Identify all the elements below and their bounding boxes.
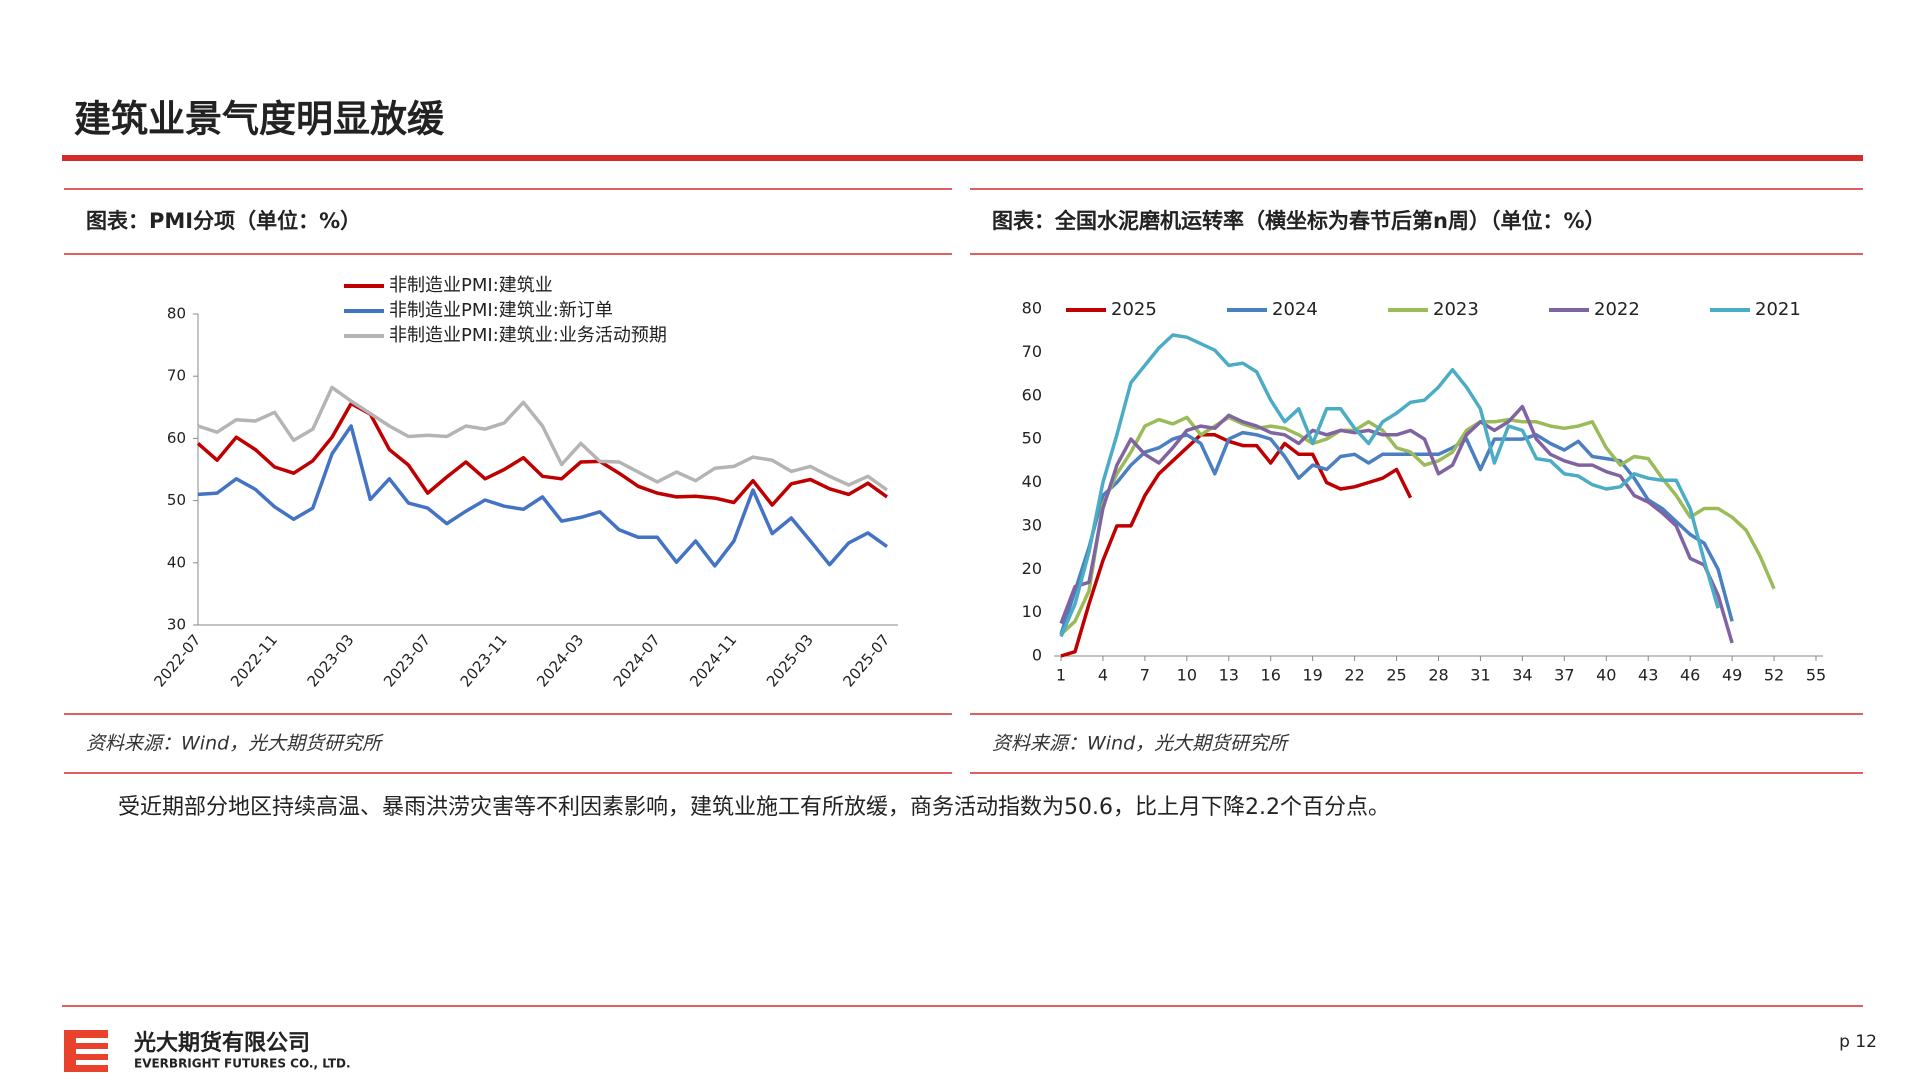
x-tick-label: 1 bbox=[1056, 666, 1066, 685]
x-tick-label: 2022-07 bbox=[150, 631, 204, 691]
x-tick-label: 2023-07 bbox=[380, 631, 434, 691]
x-tick-label: 46 bbox=[1680, 666, 1700, 685]
panel-title: 图表：全国水泥磨机运转率（横坐标为春节后第n周）（单位：%） bbox=[992, 209, 1606, 233]
series-line bbox=[1060, 433, 1413, 658]
source-note: 资料来源：Wind，光大期货研究所 bbox=[86, 733, 384, 755]
legend-label: 非制造业PMI:建筑业:新订单 bbox=[389, 300, 613, 321]
x-tick-label: 43 bbox=[1638, 666, 1658, 685]
x-tick-label: 28 bbox=[1428, 666, 1448, 685]
series-line bbox=[1059, 404, 1734, 644]
x-tick-label: 13 bbox=[1219, 666, 1239, 685]
panel-rules bbox=[62, 188, 1863, 1007]
panel-title: 图表：PMI分项（单位：%） bbox=[86, 209, 361, 233]
y-tick-label: 70 bbox=[167, 367, 186, 385]
legend-label: 2021 bbox=[1755, 299, 1801, 320]
y-tick-label: 30 bbox=[1022, 515, 1042, 534]
x-tick-label: 2025-07 bbox=[839, 631, 893, 691]
series-line bbox=[1059, 415, 1776, 636]
x-tick-label: 2022-11 bbox=[227, 631, 281, 691]
x-tick-label: 19 bbox=[1302, 666, 1322, 685]
x-tick-label: 55 bbox=[1806, 666, 1826, 685]
body-text: 受近期部分地区持续高温、暴雨洪涝灾害等不利因素影响，建筑业施工有所放缓，商务活动… bbox=[118, 795, 1390, 820]
logo-icon bbox=[64, 1030, 108, 1072]
y-tick-label: 60 bbox=[1022, 385, 1042, 404]
y-tick-label: 40 bbox=[1022, 472, 1042, 491]
y-tick-label: 20 bbox=[1022, 559, 1042, 578]
legend-label: 非制造业PMI:建筑业:业务活动预期 bbox=[389, 325, 667, 346]
x-tick-label: 40 bbox=[1596, 666, 1616, 685]
page-title: 建筑业景气度明显放缓 bbox=[74, 98, 445, 141]
legend-label: 2022 bbox=[1594, 299, 1640, 320]
y-tick-label: 50 bbox=[167, 491, 186, 509]
page-number: p 12 bbox=[1839, 1032, 1877, 1052]
x-tick-label: 2023-03 bbox=[304, 631, 358, 691]
x-tick-label: 22 bbox=[1344, 666, 1364, 685]
legend-label: 非制造业PMI:建筑业 bbox=[389, 275, 553, 296]
x-tick-label: 52 bbox=[1764, 666, 1784, 685]
x-tick-label: 2024-03 bbox=[533, 631, 587, 691]
x-tick-label: 2023-11 bbox=[457, 631, 511, 691]
y-tick-label: 40 bbox=[167, 553, 186, 571]
series-line bbox=[1059, 430, 1734, 635]
series-line bbox=[197, 385, 889, 492]
y-tick-label: 80 bbox=[1022, 299, 1042, 318]
x-tick-label: 37 bbox=[1554, 666, 1574, 685]
y-tick-label: 0 bbox=[1032, 646, 1042, 665]
x-tick-label: 4 bbox=[1098, 666, 1108, 685]
x-tick-label: 7 bbox=[1140, 666, 1150, 685]
source-note: 资料来源：Wind，光大期货研究所 bbox=[992, 733, 1290, 755]
x-tick-label: 10 bbox=[1177, 666, 1197, 685]
y-tick-label: 80 bbox=[167, 305, 186, 323]
y-tick-label: 60 bbox=[167, 429, 186, 447]
x-tick-label: 25 bbox=[1386, 666, 1406, 685]
series-line bbox=[1059, 333, 1720, 638]
x-tick-label: 34 bbox=[1512, 666, 1532, 685]
y-tick-label: 10 bbox=[1022, 602, 1042, 621]
legend-label: 2025 bbox=[1111, 299, 1157, 320]
x-tick-label: 2024-07 bbox=[610, 631, 664, 691]
series-line bbox=[196, 401, 889, 507]
x-tick-label: 16 bbox=[1261, 666, 1281, 685]
company-name: 光大期货有限公司 bbox=[133, 1030, 310, 1056]
y-tick-label: 70 bbox=[1022, 342, 1042, 361]
y-tick-label: 30 bbox=[167, 616, 186, 634]
series-line bbox=[197, 424, 889, 568]
x-tick-label: 31 bbox=[1470, 666, 1490, 685]
x-tick-label: 2024-11 bbox=[686, 631, 740, 691]
y-tick-label: 50 bbox=[1022, 429, 1042, 448]
company-name-en: EVERBRIGHT FUTURES CO., LTD. bbox=[134, 1057, 351, 1071]
title-rule bbox=[62, 155, 1863, 161]
x-tick-label: 49 bbox=[1722, 666, 1742, 685]
x-tick-label: 2025-03 bbox=[763, 631, 817, 691]
legend-label: 2024 bbox=[1272, 299, 1318, 320]
legend-label: 2023 bbox=[1433, 299, 1479, 320]
